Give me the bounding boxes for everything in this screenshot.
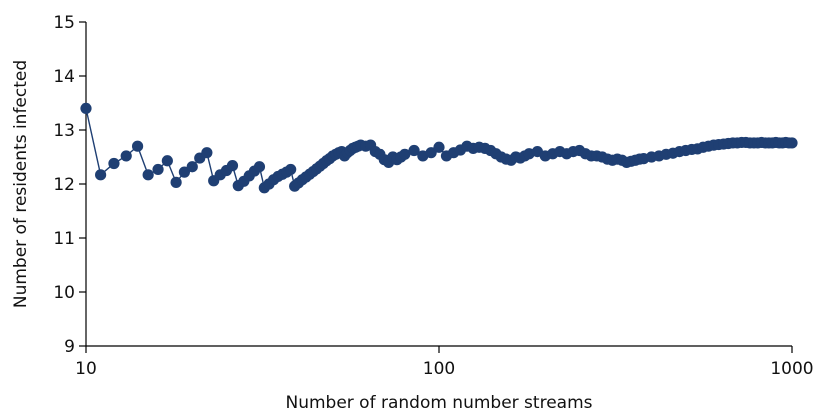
data-point [170, 176, 182, 188]
y-tick-label: 15 [53, 13, 75, 33]
data-point [186, 161, 198, 173]
data-point [178, 166, 191, 178]
y-tick-label: 14 [53, 67, 75, 87]
axes [85, 22, 792, 347]
data-point [226, 160, 239, 172]
y-tick-label: 10 [53, 283, 75, 303]
y-tick-label: 11 [53, 229, 75, 249]
data-point [285, 163, 297, 176]
data-point [201, 147, 213, 159]
data-point [786, 137, 798, 149]
x-tick-label: 1000 [770, 359, 813, 379]
data-point [95, 169, 107, 181]
data-point [108, 157, 120, 170]
data-point [161, 155, 173, 167]
y-axis-title: Number of residents infected [11, 60, 31, 308]
data-point [131, 140, 144, 152]
data-point [152, 163, 164, 176]
data-point [120, 150, 132, 162]
y-tick-label: 9 [64, 337, 75, 357]
data-point [425, 147, 437, 159]
x-tick-label: 100 [423, 359, 455, 379]
data-point [408, 144, 420, 157]
y-tick-label: 13 [53, 121, 75, 141]
y-tick-label: 12 [53, 175, 75, 195]
data-point [399, 148, 411, 160]
data-point [80, 102, 92, 114]
data-point [253, 161, 266, 173]
x-tick-label: 10 [75, 359, 97, 379]
series-group [80, 102, 798, 194]
data-point [433, 141, 445, 153]
x-axis-title: Number of random number streams [285, 393, 592, 412]
data-point [142, 169, 154, 181]
